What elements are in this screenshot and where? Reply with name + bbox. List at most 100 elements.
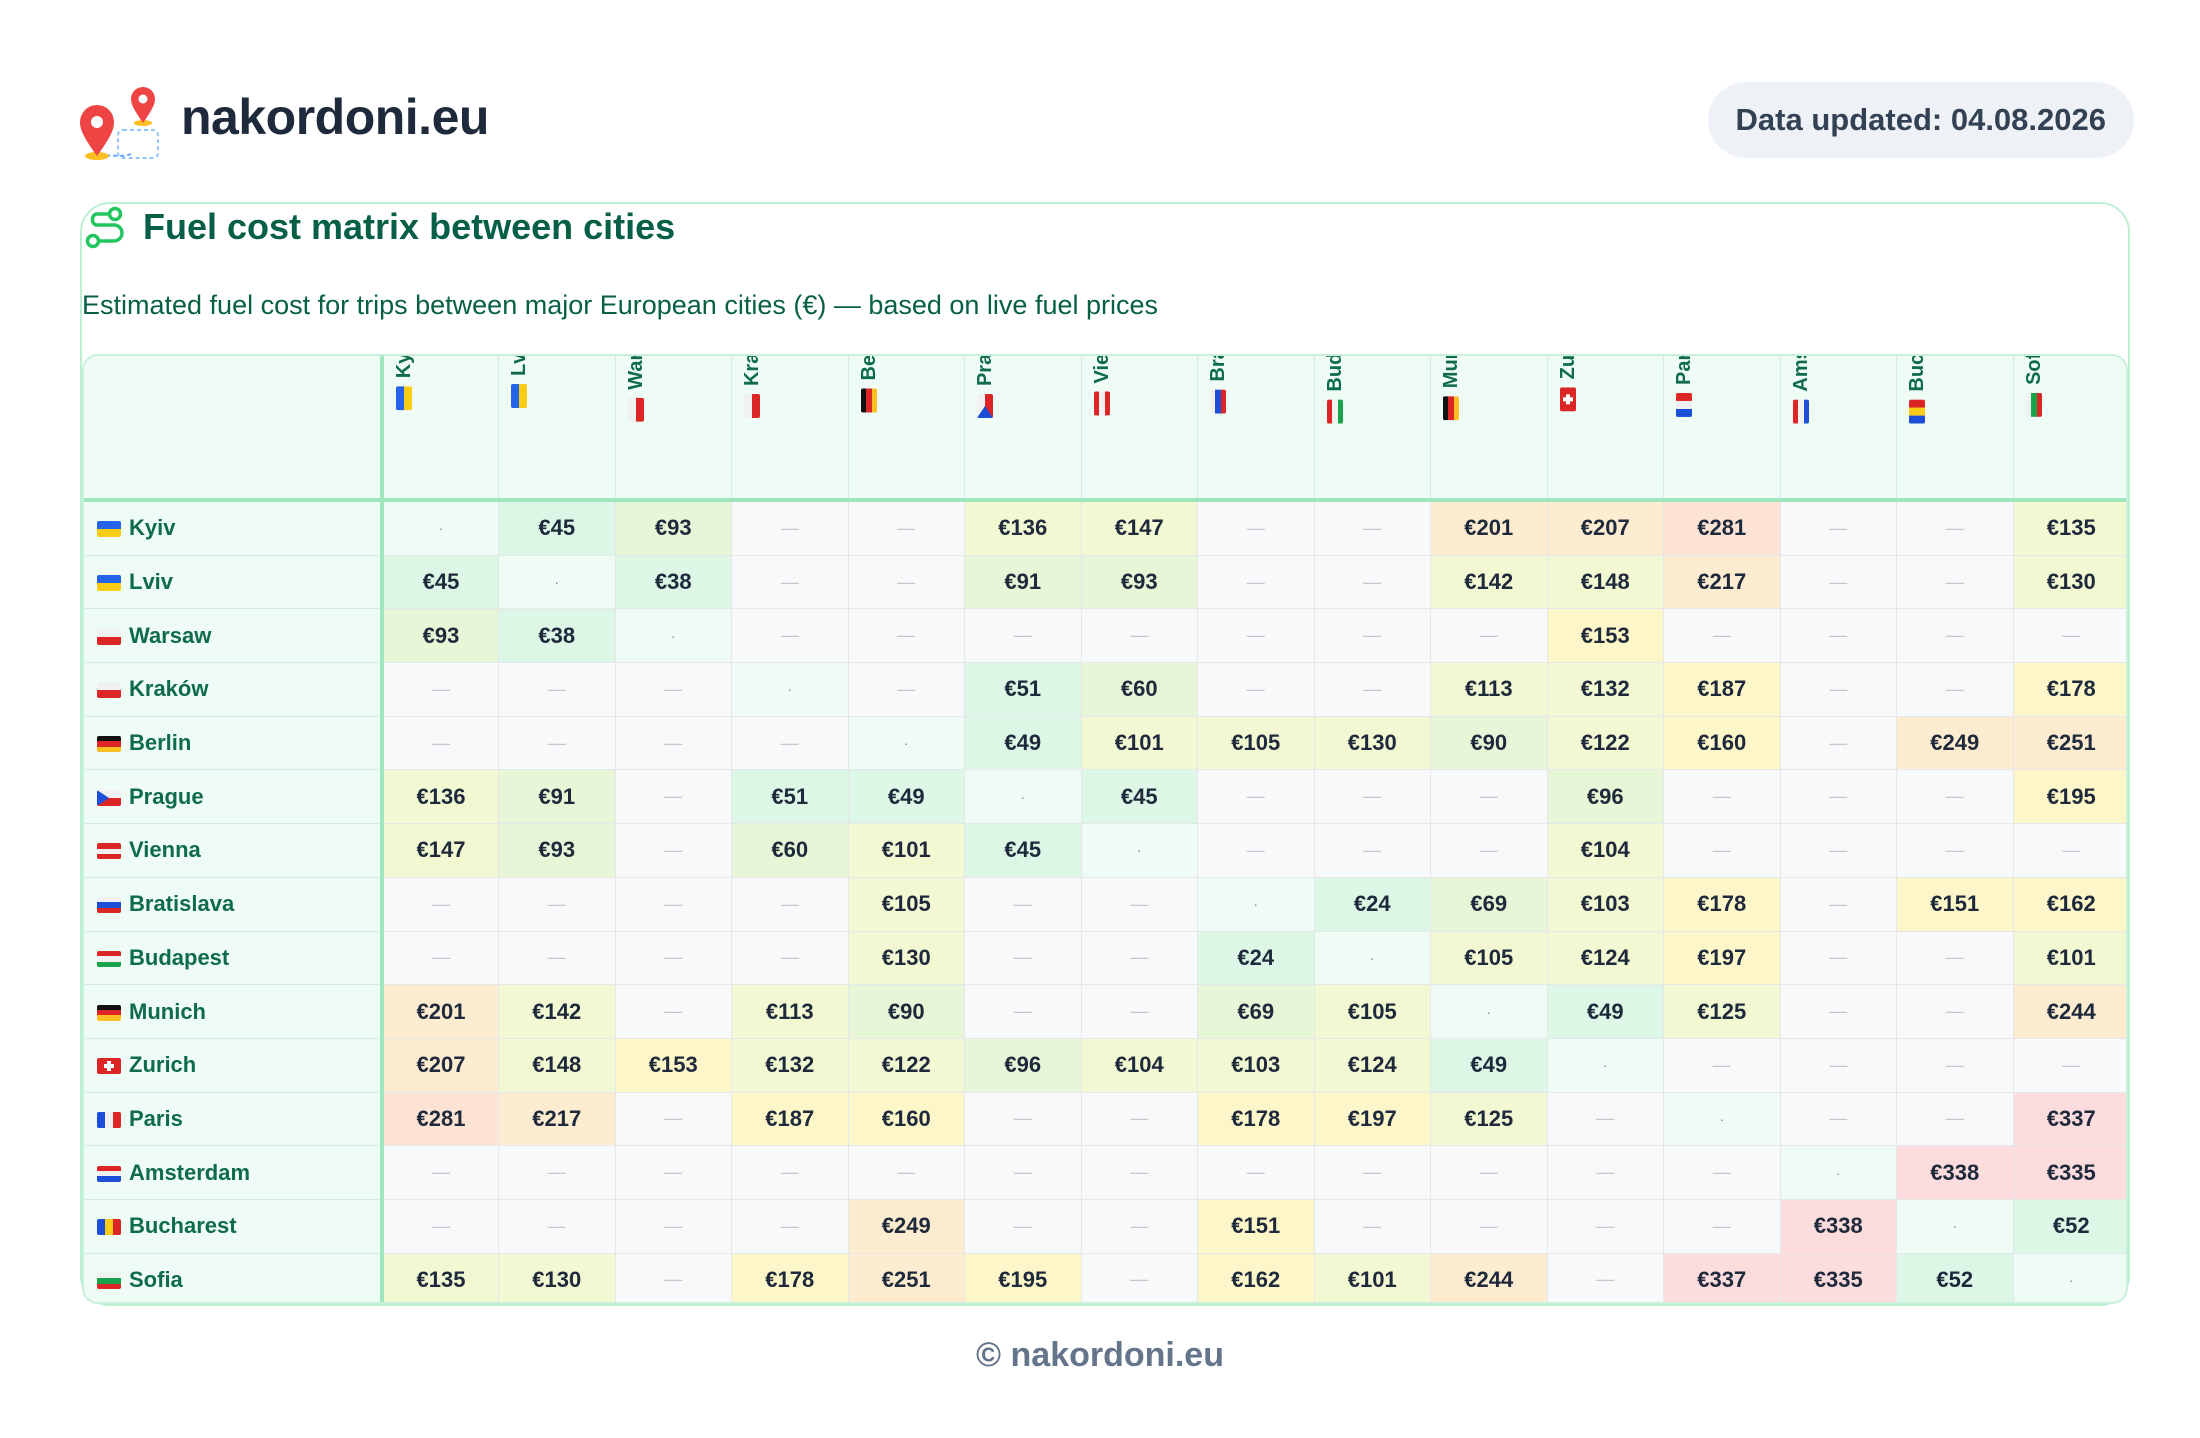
row-header: Munich <box>84 984 384 1039</box>
matrix-cell-empty: — <box>615 877 732 932</box>
matrix-cell-cost: €160 <box>848 1092 965 1147</box>
matrix-cell-empty: — <box>1081 1253 1198 1302</box>
matrix-cell-cost: €122 <box>1547 716 1664 771</box>
matrix-cell-empty: — <box>615 716 732 771</box>
flag-at-icon <box>1093 391 1110 416</box>
column-label: Brat. <box>1207 354 1229 382</box>
matrix-cell-empty: — <box>964 931 1082 986</box>
matrix-cell-cost: €207 <box>1547 500 1664 556</box>
matrix-cell-empty: — <box>964 877 1082 932</box>
matrix-cell-cost: €135 <box>2013 500 2126 556</box>
matrix-cell-cost: €162 <box>1197 1253 1315 1302</box>
flag-ua-icon <box>396 386 412 411</box>
matrix-cell-empty: — <box>615 1092 732 1147</box>
matrix-cell-cost: €125 <box>1430 1092 1548 1147</box>
matrix-cell-empty: — <box>731 608 849 664</box>
row-city-label: Warsaw <box>129 622 212 648</box>
flag-ua-icon <box>511 384 527 409</box>
matrix-cell-cost: €178 <box>1663 877 1781 932</box>
matrix-row-bratislava: Bratislava — — — — €105— — · €24 €69 €103 €178— €151… <box>84 877 2126 932</box>
matrix-cell-empty: — <box>615 931 732 986</box>
matrix-cell-empty: — <box>1081 984 1198 1039</box>
matrix-cell-cost: €147 <box>1081 500 1198 556</box>
matrix-cell-cost: €136 <box>964 500 1082 556</box>
row-header: Kraków <box>84 662 384 717</box>
flag-sk-icon <box>97 897 121 914</box>
footer-copyright[interactable]: © nakordoni.eu <box>976 1336 1224 1374</box>
matrix-cell-empty: — <box>1896 608 2014 664</box>
matrix-cell-cost: €151 <box>1896 877 2014 932</box>
matrix-cell-cost: €45 <box>1081 769 1198 825</box>
matrix-cell-cost: €281 <box>382 1092 499 1147</box>
matrix-cell-cost: €130 <box>1314 716 1431 771</box>
column-label: Prag. <box>974 354 996 387</box>
matrix-cell-cost: €338 <box>1896 1145 2014 1200</box>
matrix-cell-cost: €45 <box>964 823 1082 878</box>
flag-ua-icon <box>97 521 121 538</box>
matrix-cell-cost: €101 <box>2013 931 2126 986</box>
flag-fr-icon <box>1676 392 1692 417</box>
matrix-cell-cost: €136 <box>382 769 499 825</box>
matrix-cell-empty: — <box>1547 1145 1664 1200</box>
brand-name[interactable]: nakordoni.eu <box>181 89 489 145</box>
row-city-label: Bratislava <box>129 891 235 917</box>
column-header-lviv: Lviv <box>498 356 616 502</box>
matrix-cell-cost: €101 <box>848 823 965 878</box>
matrix-cell-cost: €45 <box>498 500 616 556</box>
flag-ro-icon <box>1909 399 1925 424</box>
matrix-cell-diagonal: · <box>1663 1092 1781 1147</box>
row-city-label: Sofia <box>129 1266 183 1292</box>
matrix-cell-empty: — <box>731 1145 849 1200</box>
column-label: Wars. <box>624 354 647 390</box>
matrix-cell-cost: €24 <box>1314 877 1431 932</box>
matrix-cell-cost: €201 <box>382 984 499 1039</box>
flag-ch-icon <box>97 1058 121 1075</box>
flag-ch-icon <box>1559 387 1576 412</box>
row-header: Lviv <box>84 555 384 610</box>
matrix-cell-empty: — <box>1780 984 1897 1039</box>
matrix-cell-empty: — <box>2013 1038 2126 1093</box>
matrix-cell-empty: — <box>1314 1145 1431 1200</box>
matrix-cell-cost: €178 <box>1197 1092 1315 1147</box>
matrix-cell-empty: — <box>1663 823 1781 878</box>
matrix-cell-cost: €153 <box>615 1038 732 1093</box>
matrix-row-prague: Prague €136 €91— €51 €49 · €45— — — €96— — — €195 <box>84 769 2126 825</box>
matrix-cell-cost: €281 <box>1663 500 1781 556</box>
row-header: Warsaw <box>84 608 384 664</box>
matrix-cell-empty: — <box>1314 1199 1431 1254</box>
matrix-cell-cost: €96 <box>1547 769 1664 825</box>
matrix-cell-empty: — <box>1896 1092 2014 1147</box>
matrix-cell-empty: — <box>1197 608 1315 664</box>
column-header-buda: Buda. <box>1314 356 1431 502</box>
flag-at-icon <box>97 843 121 860</box>
row-city-label: Budapest <box>129 944 230 970</box>
matrix-cell-empty: — <box>1430 1145 1548 1200</box>
matrix-cell-empty: — <box>1197 555 1315 610</box>
row-city-label: Amsterdam <box>129 1159 251 1185</box>
matrix-cell-empty: — <box>964 608 1082 664</box>
row-city-label: Berlin <box>129 730 192 756</box>
matrix-cell-empty: — <box>1663 608 1781 664</box>
matrix-cell-cost: €90 <box>848 984 965 1039</box>
matrix-cell-cost: €187 <box>1663 662 1781 717</box>
column-header-amst: Amst. <box>1780 354 1897 502</box>
matrix-cell-empty: — <box>382 931 499 986</box>
row-header: Budapest <box>84 931 384 986</box>
matrix-cell-empty: — <box>1896 931 2014 986</box>
matrix-cell-empty: — <box>1896 662 2014 717</box>
matrix-cell-empty: — <box>382 1145 499 1200</box>
matrix-cell-empty: — <box>1896 1038 2014 1093</box>
matrix-cell-cost: €103 <box>1547 877 1664 932</box>
matrix-cell-diagonal: · <box>1896 1199 2014 1254</box>
column-header-vien: Vien. <box>1081 356 1198 502</box>
matrix-cell-cost: €130 <box>2013 555 2126 610</box>
matrix-cell-empty: — <box>1896 769 2014 825</box>
column-label: Berl. <box>857 354 880 381</box>
matrix-cell-cost: €113 <box>1430 662 1548 717</box>
row-city-label: Prague <box>129 783 204 809</box>
column-label: Amst. <box>1789 354 1812 392</box>
matrix-cell-cost: €124 <box>1314 1038 1431 1093</box>
row-header: Kyiv <box>84 500 384 556</box>
column-header-sofia: Sofia <box>2013 356 2126 502</box>
matrix-cell-empty: — <box>731 931 849 986</box>
